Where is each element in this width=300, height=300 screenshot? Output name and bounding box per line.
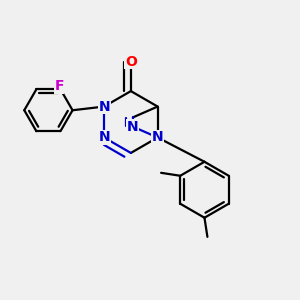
Text: N: N	[98, 100, 110, 114]
Text: O: O	[125, 55, 137, 69]
Text: F: F	[54, 79, 64, 93]
Text: N: N	[127, 120, 139, 134]
Text: N: N	[152, 130, 164, 145]
Text: N: N	[98, 130, 110, 145]
